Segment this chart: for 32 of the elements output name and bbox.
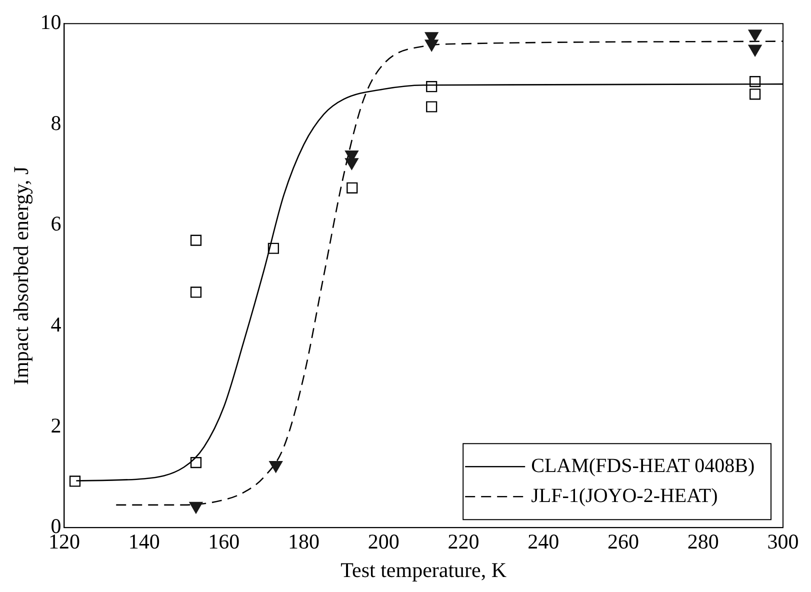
point [748, 30, 762, 42]
x-tick-label: 260 [608, 530, 640, 554]
y-tick-label: 8 [50, 110, 62, 135]
y-tick-label: 2 [50, 413, 62, 438]
point [190, 234, 202, 246]
point [346, 182, 358, 194]
point [424, 40, 438, 52]
x-tick-label: 200 [368, 530, 400, 554]
point [345, 158, 358, 170]
x-tick-label: 240 [528, 530, 560, 554]
point [426, 81, 438, 92]
point [426, 101, 438, 112]
x-tick-label: 140 [128, 530, 160, 554]
point [190, 286, 202, 298]
point [749, 76, 761, 88]
x-tick-label: 280 [687, 530, 719, 554]
point [69, 476, 81, 487]
y-tick-label: 4 [50, 312, 62, 337]
x-tick-label: 220 [448, 530, 480, 554]
point [749, 88, 761, 100]
x-tick-label: 300 [767, 530, 799, 554]
legend-label: JLF-1(JOYO-2-HEAT) [531, 484, 718, 507]
point [190, 457, 202, 468]
y-tick-label: 10 [40, 10, 62, 34]
y-tick-label: 6 [50, 212, 62, 236]
point [268, 242, 279, 254]
point [748, 44, 762, 56]
y-axis-title: Impact absorbed energy, J [9, 166, 34, 385]
legend-label: CLAM(FDS-HEAT 0408B) [531, 454, 755, 477]
x-axis-title: Test temperature, K [340, 558, 507, 582]
x-tick-label: 160 [208, 530, 240, 554]
x-tick-label: 180 [288, 530, 320, 554]
